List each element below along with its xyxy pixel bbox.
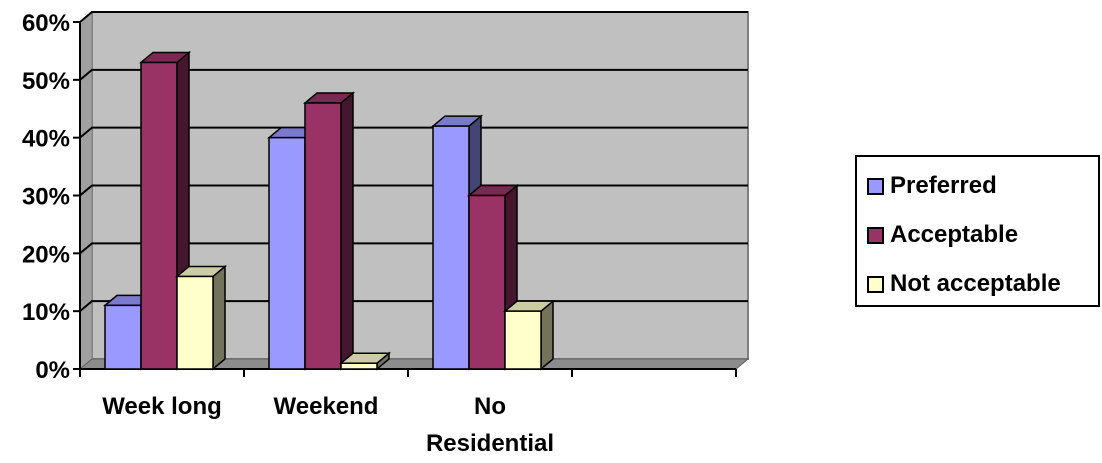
- legend-label-preferred: Preferred: [890, 172, 997, 199]
- legend-swatch-not-acceptable: [867, 275, 884, 293]
- legend-label-acceptable: Acceptable: [890, 221, 1019, 248]
- bar-acceptable: [304, 102, 342, 370]
- bar-preferred: [104, 304, 142, 370]
- bar-preferred: [432, 125, 470, 370]
- gridline: [79, 242, 748, 255]
- y-tick-label: 50%: [22, 68, 70, 95]
- y-tick-label: 30%: [22, 184, 70, 211]
- y-tick-label: 10%: [22, 299, 70, 326]
- bar-side: [212, 264, 226, 371]
- legend-item-not-acceptable: Not acceptable: [867, 269, 1061, 299]
- bar-acceptable: [468, 194, 506, 370]
- bar-not-acceptable: [176, 275, 214, 370]
- bar-acceptable: [140, 61, 178, 370]
- legend-label-not-acceptable: Not acceptable: [890, 270, 1061, 297]
- bar-side: [540, 299, 554, 371]
- legend-swatch-acceptable: [867, 226, 884, 244]
- y-tick-label: 0%: [35, 357, 70, 384]
- y-tick-label: 40%: [22, 126, 70, 153]
- bar-side: [340, 91, 354, 371]
- legend-item-preferred: Preferred: [867, 171, 997, 201]
- gridline: [79, 126, 748, 139]
- y-tick-label: 20%: [22, 241, 70, 268]
- y-tick-label: 60%: [22, 10, 70, 37]
- x-tick-label: Residential: [426, 430, 554, 457]
- legend-item-acceptable: Acceptable: [867, 220, 1018, 250]
- gridline: [79, 11, 748, 23]
- gridline: [79, 68, 748, 81]
- x-tick-label: Weekend: [274, 393, 379, 420]
- x-tick-label: No: [474, 393, 506, 420]
- x-tick-label: Week long: [102, 393, 222, 420]
- bar-preferred: [268, 136, 306, 370]
- bar-not-acceptable: [340, 362, 378, 370]
- legend: Preferred Acceptable Not acceptable: [855, 155, 1100, 307]
- gridline: [79, 184, 748, 197]
- bar-not-acceptable: [504, 310, 542, 370]
- legend-swatch-preferred: [867, 177, 884, 195]
